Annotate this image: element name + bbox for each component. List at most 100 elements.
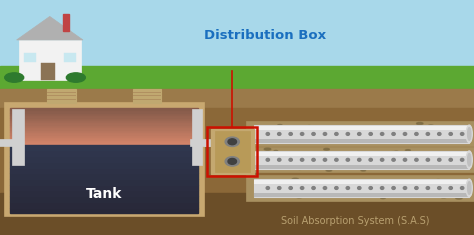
Bar: [246, 147, 474, 172]
Ellipse shape: [399, 192, 405, 194]
Bar: [12, 109, 24, 165]
Ellipse shape: [394, 151, 398, 153]
Bar: [133, 95, 161, 96]
Ellipse shape: [323, 187, 327, 189]
Ellipse shape: [420, 160, 426, 161]
Ellipse shape: [448, 158, 452, 160]
Ellipse shape: [357, 133, 361, 135]
Ellipse shape: [414, 180, 419, 182]
Bar: [10, 140, 198, 142]
Ellipse shape: [466, 151, 473, 169]
Bar: [64, 53, 76, 62]
Bar: [254, 193, 469, 197]
Ellipse shape: [322, 141, 327, 142]
Bar: [254, 165, 469, 169]
Bar: [19, 40, 81, 80]
Ellipse shape: [451, 152, 456, 154]
Ellipse shape: [264, 159, 269, 160]
Bar: [10, 110, 198, 113]
Ellipse shape: [258, 127, 262, 128]
Bar: [24, 53, 36, 62]
Ellipse shape: [442, 191, 448, 193]
Bar: [10, 190, 198, 196]
Bar: [0, 89, 474, 108]
Ellipse shape: [278, 187, 281, 189]
Ellipse shape: [346, 158, 349, 161]
Ellipse shape: [314, 130, 318, 131]
Ellipse shape: [458, 139, 465, 141]
Ellipse shape: [356, 152, 360, 153]
Ellipse shape: [403, 158, 407, 161]
Ellipse shape: [381, 197, 385, 199]
Bar: [254, 126, 469, 130]
Ellipse shape: [386, 138, 391, 140]
Bar: [211, 129, 254, 174]
Ellipse shape: [301, 158, 304, 161]
Ellipse shape: [405, 196, 409, 197]
Polygon shape: [17, 16, 83, 40]
Ellipse shape: [440, 196, 447, 198]
Ellipse shape: [278, 158, 281, 161]
Ellipse shape: [381, 138, 384, 140]
Ellipse shape: [274, 150, 278, 152]
Ellipse shape: [384, 187, 388, 188]
Bar: [10, 122, 198, 125]
Ellipse shape: [330, 194, 336, 196]
Ellipse shape: [399, 133, 404, 134]
Ellipse shape: [438, 158, 441, 161]
Bar: [10, 135, 198, 137]
Bar: [10, 137, 198, 140]
Ellipse shape: [450, 185, 455, 187]
Ellipse shape: [248, 166, 253, 167]
Ellipse shape: [266, 158, 269, 161]
Ellipse shape: [280, 133, 284, 134]
Ellipse shape: [344, 183, 349, 184]
Ellipse shape: [415, 187, 418, 189]
Ellipse shape: [278, 133, 281, 135]
Ellipse shape: [267, 182, 273, 184]
Ellipse shape: [228, 158, 237, 164]
Ellipse shape: [307, 125, 311, 127]
Ellipse shape: [405, 127, 409, 128]
Ellipse shape: [5, 73, 24, 82]
Ellipse shape: [427, 136, 432, 137]
Ellipse shape: [294, 187, 298, 189]
Bar: [246, 176, 474, 200]
Bar: [0, 108, 474, 193]
Text: Tank: Tank: [86, 187, 122, 201]
Ellipse shape: [263, 192, 268, 194]
Ellipse shape: [466, 125, 473, 143]
Text: Soil Absorption System (S.A.S): Soil Absorption System (S.A.S): [281, 215, 430, 226]
Ellipse shape: [360, 137, 364, 138]
Bar: [190, 139, 223, 146]
Ellipse shape: [444, 180, 449, 182]
Ellipse shape: [387, 159, 392, 160]
Ellipse shape: [388, 138, 392, 139]
Ellipse shape: [438, 187, 441, 189]
Ellipse shape: [225, 157, 239, 166]
Ellipse shape: [403, 183, 409, 185]
Bar: [10, 118, 198, 120]
Ellipse shape: [381, 137, 387, 138]
Ellipse shape: [460, 187, 464, 189]
Bar: [10, 168, 198, 173]
Ellipse shape: [426, 187, 429, 189]
Bar: [254, 151, 469, 169]
Bar: [207, 127, 257, 176]
Bar: [64, 14, 69, 31]
Ellipse shape: [341, 157, 347, 158]
Ellipse shape: [254, 157, 260, 159]
Bar: [47, 89, 76, 103]
Ellipse shape: [460, 126, 465, 128]
Ellipse shape: [289, 158, 292, 161]
Ellipse shape: [468, 128, 471, 140]
Bar: [10, 150, 198, 156]
Ellipse shape: [264, 188, 270, 190]
Ellipse shape: [264, 148, 271, 150]
Ellipse shape: [426, 158, 429, 161]
Ellipse shape: [445, 184, 451, 186]
Ellipse shape: [356, 137, 360, 138]
Bar: [10, 196, 198, 202]
Ellipse shape: [344, 132, 349, 133]
Ellipse shape: [312, 158, 315, 161]
